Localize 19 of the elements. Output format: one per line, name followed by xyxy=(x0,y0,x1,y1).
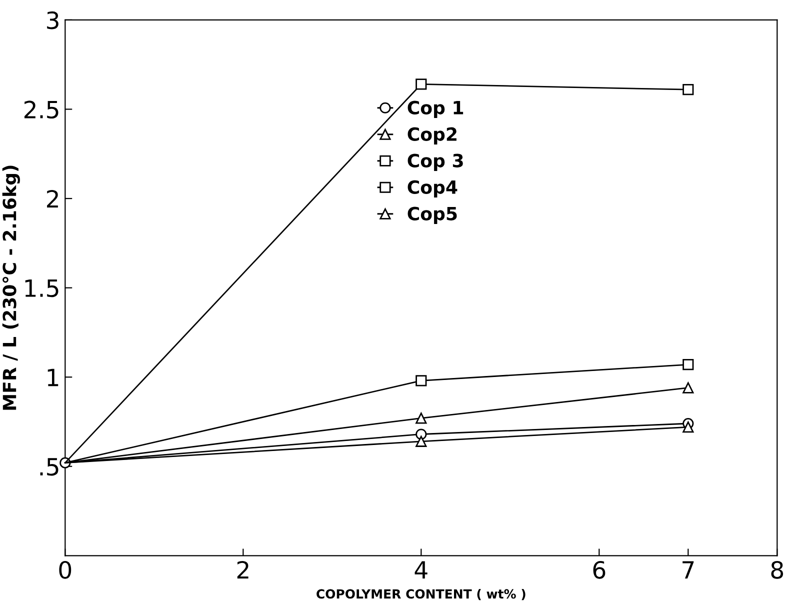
x-axis-title: COPOLYMER CONTENT ( wt% ) xyxy=(316,588,526,600)
legend-label: Cop 3 xyxy=(408,154,463,171)
y-tick-label: .5 xyxy=(40,458,58,476)
x-tick-label: 8 xyxy=(771,560,784,579)
legend-label: Cop2 xyxy=(408,127,456,144)
x-tick-label: 4 xyxy=(414,561,428,578)
y-tick-label: 2 xyxy=(47,190,58,208)
y-tick-label: 1 xyxy=(48,368,58,386)
x-tick-label: 0 xyxy=(59,560,72,579)
legend-label: Cop4 xyxy=(408,180,458,198)
y-tick-label: 1.5 xyxy=(25,280,58,298)
legend-label: Cop5 xyxy=(408,206,457,224)
x-tick-label: 7 xyxy=(682,561,694,578)
y-axis-title: MFR / L (230°C - 2.16kg) xyxy=(2,166,20,410)
legend-label: Cop 1 xyxy=(408,100,464,118)
y-tick-label: 2.5 xyxy=(24,100,58,119)
x-tick-label: 6 xyxy=(593,560,606,579)
x-tick-label: 2 xyxy=(237,560,248,578)
y-tick-label: 3 xyxy=(47,11,58,30)
